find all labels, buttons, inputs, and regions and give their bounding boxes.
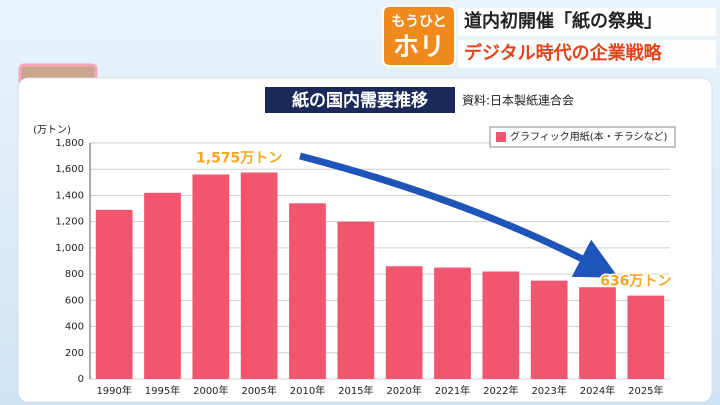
x-tick-label: 2015年 [338,384,373,397]
trend-arrow [299,152,619,278]
bar [289,203,326,379]
headline-box [458,8,716,36]
x-tick-label: 2020年 [386,384,421,397]
bar [95,209,133,379]
y-unit: (万トン) [33,125,71,136]
logo-top: もうひと [391,14,446,30]
bar [482,271,520,379]
x-tick-label: 2000年 [193,384,228,397]
bar [192,174,230,379]
bar [240,172,278,379]
bar [579,287,616,379]
x-tick-label: 2024年 [580,384,615,397]
subheadline-box [458,40,716,68]
y-tick-label: 0 [78,374,84,385]
y-tick-label: 800 [65,269,84,280]
bar [144,192,181,379]
chart-title: 紙の国内需要推移 [292,90,428,111]
y-tick-label: 1,200 [55,217,84,228]
y-tick-label: 600 [65,295,84,306]
plot: 0 200 400 600 800 1,000 1,200 1,400 1,600 1,800 19… [55,126,676,397]
bar [434,267,471,379]
x-tick-label: 2025年 [628,384,663,397]
source: 資料:日本製紙連合会 [462,93,574,108]
x-tick-label: 1990年 [96,384,131,397]
value-label: 636万トン [600,274,671,290]
bar [627,295,665,379]
logo-bottom: ホリ [393,33,445,63]
logo-box [382,5,456,67]
legend-label: グラフィック用紙(本・チラシなど) [510,130,668,143]
title-box [265,87,455,113]
headline: 道内初開催「紙の祭典」 [464,10,662,32]
x-tick-label: 2021年 [435,384,470,397]
y-tick-label: 1,400 [55,190,84,201]
subheadline: デジタル時代の企業戦略 [464,42,663,64]
x-tick-label: 2010年 [290,384,325,397]
bar [385,266,423,379]
bar [337,221,375,379]
y-tick-label: 1,600 [55,164,84,175]
value-label: 1,575万トン [196,151,282,167]
x-tick-label: 2022年 [483,384,518,397]
x-tick-label: 2023年 [531,384,566,397]
y-tick-label: 1,000 [55,243,84,254]
bar [530,280,568,379]
legend-swatch [496,132,506,142]
y-tick-label: 1,800 [55,138,84,149]
y-tick-label: 400 [65,322,84,333]
x-tick-label: 1995年 [145,384,180,397]
y-tick-label: 200 [65,348,84,359]
x-tick-label: 2005年 [241,384,276,397]
legend-box [489,126,676,148]
